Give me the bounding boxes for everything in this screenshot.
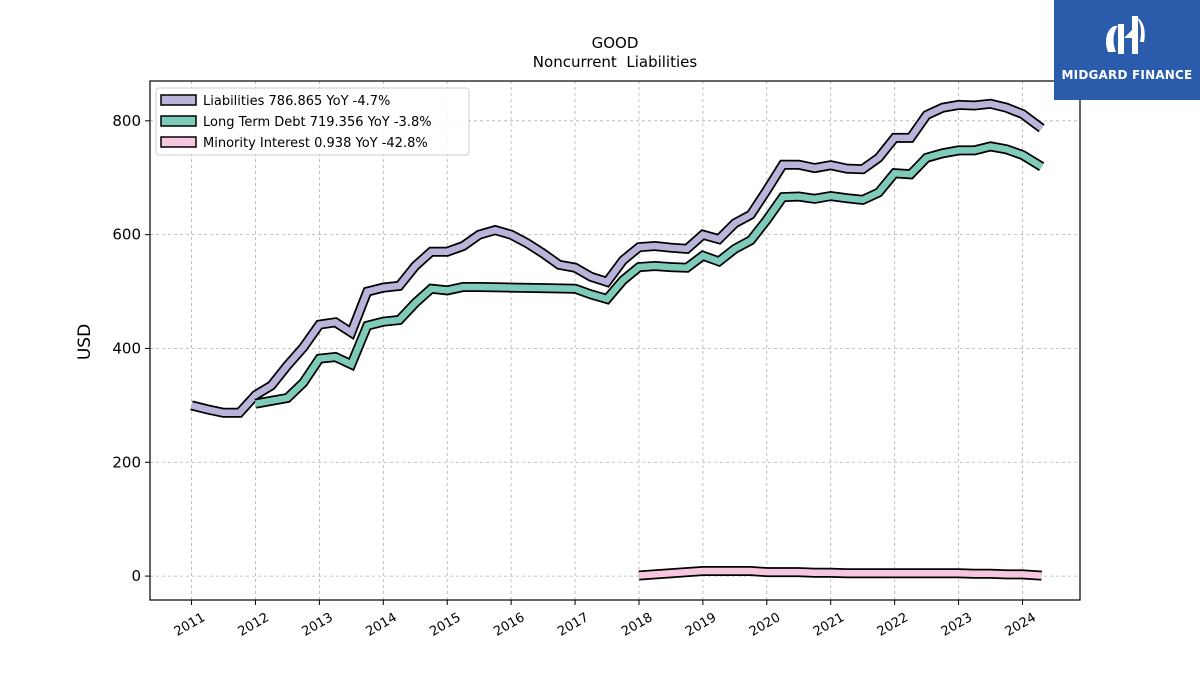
legend-label: Long Term Debt 719.356 YoY -3.8% (203, 115, 432, 130)
legend: Liabilities 786.865 YoY -4.7% Long Term D… (155, 87, 470, 156)
legend-label: Liabilities 786.865 YoY -4.7% (203, 94, 390, 109)
series-group (190, 98, 1045, 581)
x-tick-label: 2012 (236, 610, 272, 640)
legend-swatch (160, 94, 197, 106)
y-tick-label: 800 (112, 112, 141, 130)
series-outline (254, 141, 1045, 409)
x-tick-label: 2024 (1003, 610, 1039, 640)
y-axis-label: USD (75, 324, 95, 360)
legend-box (155, 87, 470, 156)
legend-swatch (160, 115, 197, 127)
y-tick-label: 0 (131, 567, 141, 585)
x-tick-label: 2015 (427, 610, 463, 640)
brand-name: MIDGARD FINANCE (1061, 68, 1193, 82)
y-tick-label: 200 (112, 453, 141, 471)
x-tick-label: 2022 (875, 610, 911, 640)
axes: 0 200 400 600 800 2011 2012 2013 2014 2015 2016 201… (112, 112, 1038, 640)
y-tick-label: 400 (112, 339, 141, 357)
x-tick-label: 2020 (747, 610, 783, 640)
x-tick-label: 2018 (619, 610, 655, 640)
brand-logo: MIDGARD FINANCE (1054, 0, 1200, 100)
series-line (190, 100, 1044, 417)
legend-label: Minority Interest 0.938 YoY -42.8% (203, 136, 428, 151)
x-tick-label: 2014 (363, 610, 399, 640)
plot-frame (149, 80, 1081, 601)
midgard-logo-icon (1106, 16, 1145, 54)
chart-title: GOOD (592, 34, 639, 52)
x-tick-label: 2016 (491, 610, 527, 640)
series-line (638, 567, 1042, 579)
x-tick-label: 2011 (172, 610, 208, 640)
x-tick-label: 2021 (811, 610, 847, 640)
y-tick-label: 600 (112, 226, 141, 244)
chart-subtitle: Noncurrent Liabilities (533, 53, 698, 71)
x-tick-label: 2017 (555, 610, 591, 640)
legend-swatch (160, 136, 197, 148)
series-line (254, 143, 1044, 407)
x-tick-label: 2013 (300, 610, 336, 640)
x-tick-label: 2019 (683, 610, 719, 640)
x-tick-label: 2023 (939, 610, 975, 640)
